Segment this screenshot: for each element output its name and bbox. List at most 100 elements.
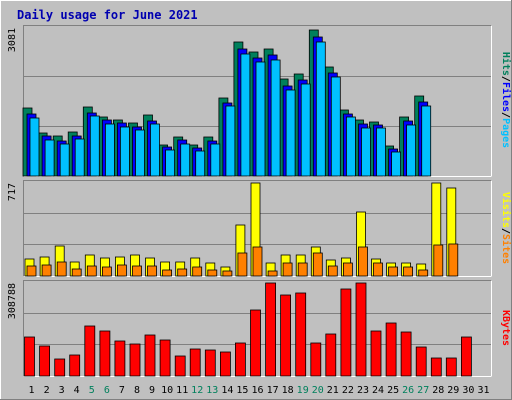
- bar-sites-day-28: [433, 244, 444, 277]
- bar-kbytes-day-6: [99, 330, 111, 377]
- x-tick-label: 26: [402, 385, 414, 396]
- panel-kbytes: 308788 KBytes: [7, 280, 511, 377]
- x-tick-label: 4: [74, 385, 80, 396]
- x-tick-label: 29: [447, 385, 459, 396]
- y-max-label: 717: [7, 183, 18, 201]
- bar-sites-day-27: [418, 269, 429, 277]
- y-max-label: 3081: [7, 28, 18, 52]
- bar-pages-day-3: [59, 143, 70, 177]
- x-tick-label: 19: [297, 385, 309, 396]
- bar-pages-day-23: [361, 127, 371, 177]
- bar-kbytes-day-14: [219, 351, 231, 377]
- x-tick-label: 8: [134, 385, 140, 396]
- x-tick-label: 27: [417, 385, 429, 396]
- bar-kbytes-day-11: [174, 355, 186, 377]
- bar-sites-day-11: [177, 268, 188, 277]
- bar-sites-day-15: [237, 252, 248, 277]
- bar-pages-day-13: [210, 143, 221, 177]
- x-tick-label: 1: [28, 385, 34, 396]
- bar-sites-day-10: [162, 269, 173, 277]
- bar-kbytes-day-2: [39, 345, 50, 377]
- x-tick-label: 3: [59, 385, 65, 396]
- x-tick-label: 20: [312, 385, 324, 396]
- bar-kbytes-day-13: [204, 349, 216, 377]
- panel-visits-sites: 717 Visits/Sites: [7, 180, 512, 277]
- bar-sites-day-4: [71, 268, 82, 277]
- bar-pages-day-11: [180, 143, 191, 177]
- bar-pages-day-25: [391, 151, 402, 177]
- bar-pages-day-9: [150, 123, 160, 177]
- bar-kbytes-day-5: [84, 325, 96, 377]
- x-tick-label: 7: [119, 385, 125, 396]
- bar-kbytes-day-18: [280, 294, 292, 377]
- legend-entry: Pages: [500, 118, 511, 148]
- bar-pages-day-21: [330, 76, 341, 177]
- bar-kbytes-day-17: [265, 282, 277, 377]
- x-tick-label: 22: [342, 385, 354, 396]
- legend-separator: /: [500, 112, 511, 118]
- bar-kbytes-day-24: [370, 330, 382, 377]
- bar-sites-day-7: [117, 264, 127, 277]
- bar-sites-day-13: [207, 269, 218, 277]
- bar-pages-day-20: [315, 41, 326, 177]
- bar-pages-day-1: [29, 117, 40, 177]
- x-tick-label: 17: [267, 385, 279, 396]
- bar-kbytes-day-21: [325, 333, 337, 377]
- x-tick-label: 14: [221, 385, 233, 396]
- x-tick-label: 21: [327, 385, 339, 396]
- bar-kbytes-day-25: [385, 322, 397, 377]
- bar-pages-day-16: [255, 61, 266, 177]
- x-tick-label: 16: [251, 385, 263, 396]
- bar-pages-day-27: [421, 105, 432, 177]
- bar-kbytes-day-7: [114, 340, 126, 377]
- bar-pages-day-4: [74, 138, 85, 177]
- legend-entry: Files: [500, 82, 512, 112]
- y-max-label: 308788: [7, 283, 18, 319]
- x-tick-label: 2: [44, 385, 50, 396]
- bar-pages-day-14: [225, 105, 236, 177]
- x-tick-label: 11: [176, 385, 188, 396]
- legend-entry: KBytes: [500, 310, 511, 346]
- legend: Hits/Files/Pages: [500, 52, 512, 148]
- bar-sites-day-23: [358, 246, 368, 277]
- bar-kbytes-day-15: [234, 342, 246, 377]
- x-tick-label: 18: [282, 385, 294, 396]
- bar-sites-day-26: [403, 266, 414, 277]
- bar-sites-day-21: [327, 265, 338, 277]
- bar-pages-day-17: [270, 59, 281, 177]
- x-tick-label: 23: [357, 385, 369, 396]
- bar-pages-day-6: [105, 123, 115, 177]
- bar-sites-day-29: [448, 243, 459, 277]
- legend-entry: Hits: [500, 52, 512, 76]
- legend-entry: Sites: [500, 234, 512, 264]
- bar-sites-day-24: [373, 262, 383, 277]
- x-tick-label: 12: [191, 385, 203, 396]
- bar-pages-day-12: [195, 150, 206, 177]
- bar-pages-day-22: [345, 116, 356, 177]
- x-tick-label: 25: [387, 385, 399, 396]
- bar-kbytes-day-29: [445, 357, 457, 377]
- x-tick-label: 30: [462, 385, 474, 396]
- x-tick-label: 15: [236, 385, 248, 396]
- x-tick-label: 13: [206, 385, 218, 396]
- bar-kbytes-day-8: [129, 343, 141, 377]
- bar-kbytes-day-4: [69, 354, 81, 377]
- legend: KBytes: [500, 310, 511, 346]
- bar-kbytes-day-3: [54, 358, 66, 377]
- legend-separator: /: [500, 76, 511, 82]
- bar-sites-day-20: [312, 252, 323, 277]
- bar-sites-day-16: [252, 246, 263, 277]
- bar-sites-day-17: [267, 270, 278, 277]
- bar-kbytes-day-27: [415, 346, 427, 377]
- bar-kbytes-day-19: [295, 292, 307, 377]
- bar-sites-day-9: [147, 265, 157, 277]
- x-tick-label: 9: [149, 385, 155, 396]
- bar-kbytes-day-28: [430, 357, 442, 377]
- x-tick-label: 6: [104, 385, 110, 396]
- bar-sites-day-1: [26, 265, 37, 277]
- x-axis-tick-labels: 1 2 3 4 5 6 7 8 9 10 11 12 13 14 15 16 17 18 19 20 21 22 23 24 2…: [28, 385, 489, 396]
- bar-sites-day-6: [102, 266, 112, 277]
- bar-sites-day-19: [297, 262, 308, 277]
